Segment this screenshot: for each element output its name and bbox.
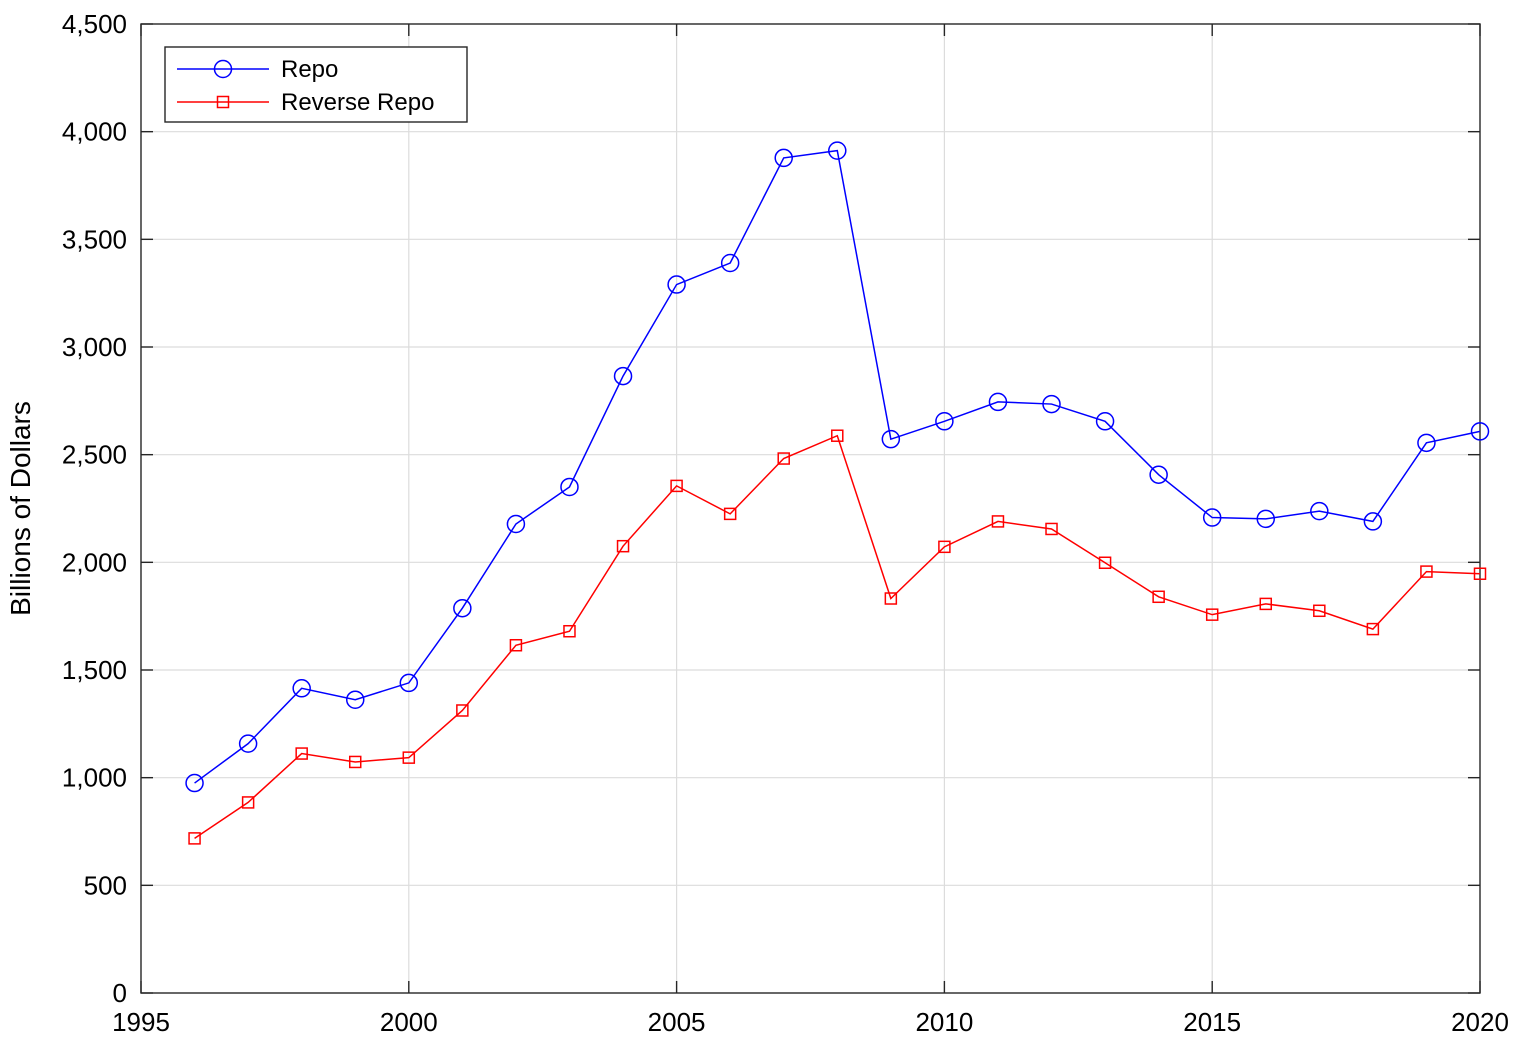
legend-label: Repo xyxy=(281,56,338,83)
square-marker xyxy=(1366,622,1380,636)
circle-marker xyxy=(1417,433,1436,453)
square-marker xyxy=(216,95,230,109)
square-marker xyxy=(1045,522,1058,536)
x-tick-label: 1995 xyxy=(112,1007,170,1037)
data-series xyxy=(185,141,1490,845)
square-marker xyxy=(1152,590,1165,604)
axes xyxy=(140,23,1481,994)
square-marker xyxy=(509,638,523,652)
series-repo xyxy=(185,141,1490,793)
square-marker xyxy=(670,479,683,493)
legend-item: Reverse Repo xyxy=(177,89,434,116)
y-axis-title: Billions of Dollars xyxy=(5,401,36,616)
circle-marker xyxy=(613,366,633,386)
square-marker xyxy=(723,507,737,521)
square-marker xyxy=(777,452,790,465)
square-marker xyxy=(831,429,844,442)
square-marker xyxy=(563,624,576,638)
circle-marker xyxy=(345,690,365,709)
series-line xyxy=(194,434,1481,840)
y-tick-label: 0 xyxy=(113,978,127,1008)
circle-marker xyxy=(1149,465,1168,484)
square-marker xyxy=(1313,604,1326,618)
square-marker xyxy=(991,515,1005,528)
circle-marker xyxy=(1256,509,1276,529)
legend-box xyxy=(164,46,468,123)
square-marker xyxy=(938,540,951,554)
circle-marker xyxy=(828,141,847,160)
square-marker xyxy=(1205,608,1219,621)
grid-lines xyxy=(141,24,1480,993)
circle-marker xyxy=(1042,394,1061,414)
y-tick-label: 500 xyxy=(84,870,127,900)
plot-area-frame xyxy=(140,23,1481,994)
y-tick-label: 2,500 xyxy=(62,440,127,470)
y-tick-label: 4,500 xyxy=(62,9,127,39)
y-tick-label: 3,000 xyxy=(62,332,127,362)
circle-marker xyxy=(667,275,686,294)
circle-marker xyxy=(453,598,472,618)
circle-marker xyxy=(292,679,311,698)
circle-marker xyxy=(1470,422,1490,441)
circle-marker xyxy=(1095,412,1115,431)
circle-marker xyxy=(935,412,954,431)
y-tick-label: 2,000 xyxy=(62,547,127,577)
square-marker xyxy=(1259,597,1273,611)
square-marker xyxy=(456,704,469,717)
square-marker xyxy=(616,539,630,553)
circle-marker xyxy=(774,148,793,168)
square-marker xyxy=(241,796,255,809)
y-tick-label: 1,500 xyxy=(62,655,127,685)
circle-marker xyxy=(399,673,419,693)
circle-marker xyxy=(988,392,1008,412)
square-marker xyxy=(295,747,308,760)
square-marker xyxy=(1420,565,1433,578)
x-tick-label: 2015 xyxy=(1183,1007,1241,1037)
legend: Repo Reverse Repo xyxy=(164,46,468,123)
circle-marker xyxy=(1363,512,1383,531)
circle-marker xyxy=(560,477,579,497)
square-marker xyxy=(348,755,362,769)
circle-marker xyxy=(881,429,901,449)
circle-marker xyxy=(185,773,204,793)
series-reverse-repo xyxy=(188,429,1487,845)
y-tick-label: 4,000 xyxy=(62,117,127,147)
x-tick-label: 2020 xyxy=(1451,1007,1509,1037)
circle-marker xyxy=(1202,508,1222,527)
circle-marker xyxy=(1310,501,1329,521)
circle-marker xyxy=(213,59,233,79)
y-tick-label: 1,000 xyxy=(62,763,127,793)
x-tick-label: 2010 xyxy=(915,1007,973,1037)
x-tick-label: 2000 xyxy=(380,1007,438,1037)
axis-ticks: 1995 2000 2005 2010 2015 2020 0 500 1,000 1,500 2,… xyxy=(62,9,1509,1037)
legend-item: Repo xyxy=(177,56,338,83)
square-marker xyxy=(188,832,201,845)
series-line xyxy=(194,149,1481,784)
square-marker xyxy=(1098,556,1112,570)
circle-marker xyxy=(238,734,258,753)
square-marker xyxy=(402,751,416,764)
x-tick-label: 2005 xyxy=(648,1007,706,1037)
legend-label: Reverse Repo xyxy=(281,89,434,116)
circle-marker xyxy=(720,253,740,273)
y-tick-label: 3,500 xyxy=(62,224,127,254)
square-marker xyxy=(1473,567,1487,580)
square-marker xyxy=(884,592,898,605)
circle-marker xyxy=(506,514,526,534)
